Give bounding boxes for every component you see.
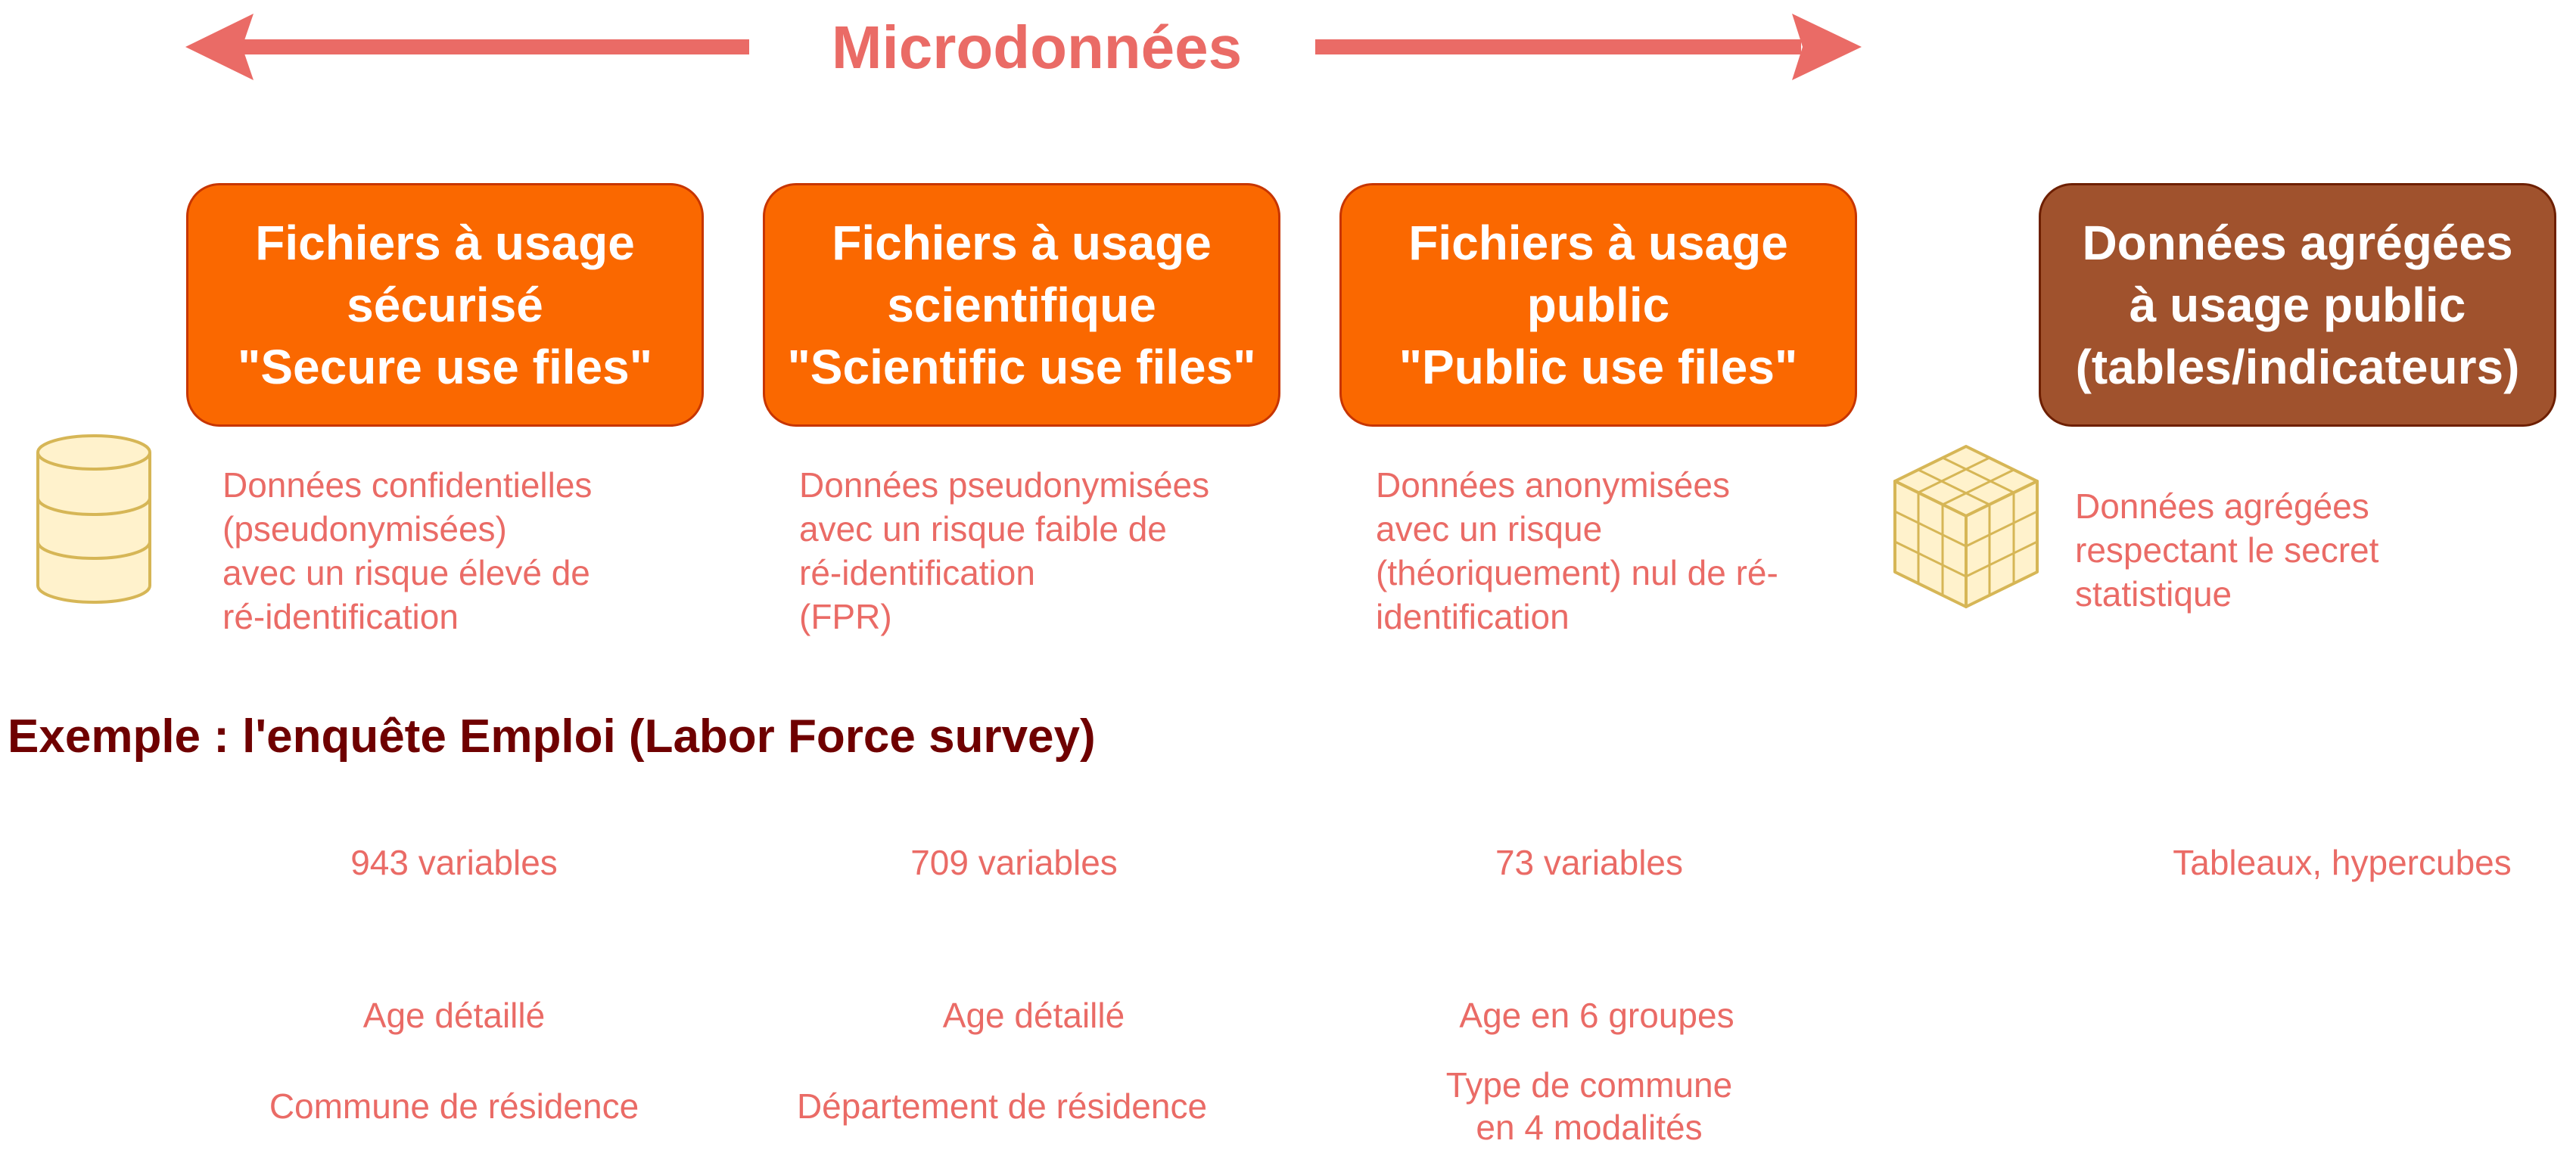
right-arrow (1315, 14, 1862, 80)
public-residence-detail: Type de commune en 4 modalités (1445, 1065, 1733, 1147)
secure-use-files-box: Fichiers à usage sécurisé "Secure use fi… (186, 183, 704, 427)
public-age-detail: Age en 6 groupes (1459, 996, 1734, 1035)
secure-residence-detail: Commune de résidence (269, 1086, 639, 1126)
public-use-files-description: Données anonymisées avec un risque (théo… (1376, 465, 1778, 636)
left-arrow (185, 14, 749, 80)
aggregated-data-description: Données agrégées respectant le secret st… (2075, 486, 2379, 614)
microdata-range-arrow (185, 14, 1862, 80)
scientific-residence-detail: Département de résidence (796, 1086, 1208, 1126)
cube-icon (1893, 445, 2039, 608)
secure-age-detail: Age détaillé (362, 996, 546, 1035)
aggregated-outputs: Tableaux, hypercubes (2173, 843, 2512, 882)
database-icon (36, 434, 151, 604)
scientific-variables-count: 709 variables (910, 843, 1118, 882)
scientific-use-files-description: Données pseudonymisées avec un risque fa… (799, 465, 1210, 636)
public-use-files-box: Fichiers à usage public "Public use file… (1339, 183, 1857, 427)
microdata-title: Microdonnées (831, 14, 1243, 81)
scientific-age-detail: Age détaillé (942, 996, 1125, 1035)
secure-use-files-description: Données confidentielles (pseudonymisées)… (222, 465, 593, 636)
public-variables-count: 73 variables (1495, 843, 1684, 882)
example-title: Exemple : l'enquête Emploi (Labor Force … (8, 710, 1096, 763)
secure-variables-count: 943 variables (350, 843, 558, 882)
scientific-use-files-box: Fichiers à usage scientifique "Scientifi… (763, 183, 1280, 427)
aggregated-data-box: Données agrégées à usage public (tables/… (2039, 183, 2556, 427)
